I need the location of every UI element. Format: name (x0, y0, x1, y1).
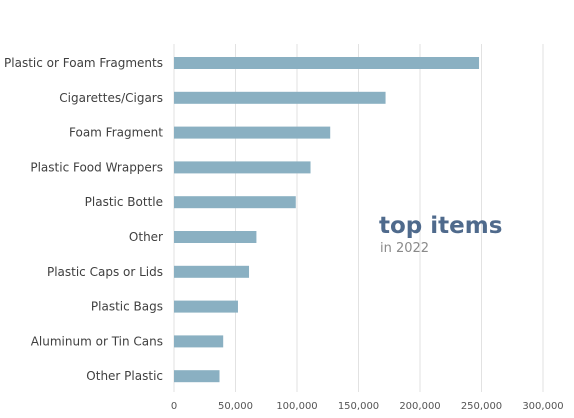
bar (174, 300, 238, 313)
x-tick-label: 150,000 (338, 401, 379, 412)
category-label: Plastic Bottle (85, 195, 163, 209)
annotation: top items in 2022 (379, 213, 502, 256)
category-label: Other (129, 230, 163, 244)
category-label: Other Plastic (86, 369, 163, 383)
bars (174, 57, 480, 383)
category-label: Foam Fragment (69, 126, 163, 140)
category-label: Cigarettes/Cigars (59, 91, 163, 105)
category-label: Plastic or Foam Fragments (4, 56, 163, 70)
x-tick-labels: 0 50,000 100,000 150,000 200,000 250,000 300,0… (171, 401, 564, 412)
annotation-subtitle: in 2022 (380, 241, 429, 256)
x-tick-label: 100,000 (276, 401, 317, 412)
category-labels: Plastic or Foam Fragments Cigarettes/Ciga… (4, 56, 163, 383)
bar (174, 335, 224, 348)
category-label: Plastic Food Wrappers (30, 160, 163, 174)
bar (174, 57, 480, 69)
x-tick-label: 200,000 (399, 401, 440, 412)
category-label: Plastic Caps or Lids (47, 265, 163, 279)
bar (174, 265, 250, 278)
bar (174, 126, 331, 139)
annotation-title: top items (379, 213, 502, 239)
x-tick-label: 250,000 (461, 401, 502, 412)
x-tick-label: 0 (171, 401, 177, 412)
bar (174, 161, 311, 174)
x-tick-label: 300,000 (522, 401, 563, 412)
category-label: Plastic Bags (91, 300, 163, 314)
bar (174, 231, 257, 243)
bar (174, 370, 220, 383)
x-tick-label: 50,000 (218, 401, 253, 412)
category-label: Aluminum or Tin Cans (31, 334, 163, 348)
bar (174, 196, 296, 209)
bar (174, 91, 386, 104)
